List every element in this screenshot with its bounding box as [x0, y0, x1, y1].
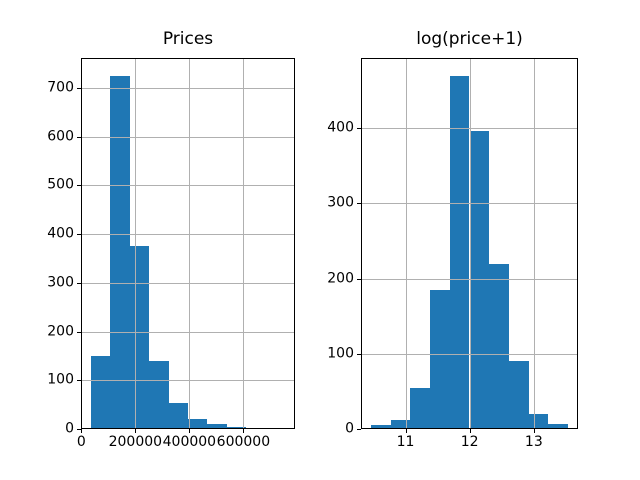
histogram-bar	[449, 75, 470, 429]
histogram-bar	[430, 289, 450, 429]
y-tick-label: 0	[345, 420, 354, 437]
gridline-horizontal	[361, 128, 578, 130]
x-tick-label: 13	[524, 434, 543, 450]
histogram-bar	[410, 387, 431, 429]
chart-title: log(price+1)	[416, 29, 523, 49]
histogram-bar	[207, 424, 227, 429]
gridline-horizontal	[361, 353, 578, 355]
x-tick-mark	[135, 429, 137, 433]
y-tick-mark	[357, 203, 361, 205]
histogram-bar	[149, 361, 169, 429]
gridline-horizontal	[361, 278, 578, 280]
x-tick-label: 12	[460, 434, 479, 450]
y-tick-mark	[77, 380, 81, 382]
gridline-horizontal	[81, 136, 295, 138]
y-tick-label: 200	[47, 323, 74, 340]
x-tick-mark	[189, 429, 191, 433]
y-tick-label: 700	[47, 79, 74, 96]
histogram-bar	[469, 130, 490, 429]
y-tick-mark	[357, 353, 361, 355]
y-tick-label: 500	[47, 176, 74, 193]
histogram-bar	[168, 403, 188, 429]
y-tick-mark	[357, 278, 361, 280]
gridline-horizontal	[81, 87, 295, 89]
y-tick-label: 300	[327, 194, 354, 211]
histogram-bar	[265, 428, 286, 429]
y-tick-mark	[357, 429, 361, 430]
y-tick-mark	[77, 282, 81, 284]
y-tick-label: 300	[47, 274, 74, 291]
histogram-bar	[90, 355, 111, 429]
x-tick-label: 400000	[162, 434, 217, 450]
x-tick-mark	[243, 429, 245, 433]
y-tick-mark	[77, 87, 81, 89]
y-tick-label: 400	[47, 225, 74, 242]
gridline-vertical	[469, 58, 471, 429]
x-tick-label: 11	[396, 434, 415, 450]
gridline-horizontal	[81, 380, 295, 382]
y-tick-mark	[77, 185, 81, 187]
histogram-bar	[370, 425, 391, 429]
x-tick-label: 200000	[108, 434, 163, 450]
gridline-vertical	[405, 58, 407, 429]
gridline-horizontal	[81, 234, 295, 236]
gridline-vertical	[189, 58, 191, 429]
y-tick-mark	[77, 331, 81, 333]
gridline-horizontal	[81, 185, 295, 187]
gridline-horizontal	[81, 331, 295, 333]
gridline-vertical	[135, 58, 137, 429]
x-tick-mark	[81, 429, 83, 433]
gridline-horizontal	[81, 282, 295, 284]
y-tick-label: 100	[47, 371, 74, 388]
histogram-bar	[489, 263, 509, 429]
y-tick-label: 200	[327, 270, 354, 287]
y-tick-label: 600	[47, 128, 74, 145]
y-tick-label: 400	[327, 119, 354, 136]
histogram-bar	[246, 428, 266, 429]
y-tick-mark	[77, 234, 81, 236]
x-tick-label: 600000	[216, 434, 271, 450]
y-tick-mark	[357, 128, 361, 130]
histogram-bar	[188, 419, 208, 429]
x-tick-mark	[533, 429, 535, 433]
gridline-vertical	[533, 58, 535, 429]
histogram-bar	[129, 245, 150, 429]
y-tick-label: 0	[65, 420, 74, 437]
histogram-bar	[508, 361, 529, 429]
y-tick-mark	[77, 429, 81, 430]
histogram-bar	[528, 413, 549, 429]
x-tick-mark	[405, 429, 407, 433]
histogram-bar	[390, 419, 411, 429]
x-tick-label: 0	[76, 434, 86, 450]
plot-area	[361, 58, 578, 429]
histogram-bar	[548, 424, 569, 429]
chart-title: Prices	[162, 29, 214, 49]
gridline-vertical	[243, 58, 245, 429]
x-tick-mark	[469, 429, 471, 433]
y-tick-mark	[77, 136, 81, 138]
histogram-bar	[110, 75, 130, 429]
y-tick-label: 100	[327, 345, 354, 362]
gridline-horizontal	[361, 203, 578, 205]
gridline-vertical	[81, 58, 83, 429]
plot-area	[81, 58, 295, 429]
